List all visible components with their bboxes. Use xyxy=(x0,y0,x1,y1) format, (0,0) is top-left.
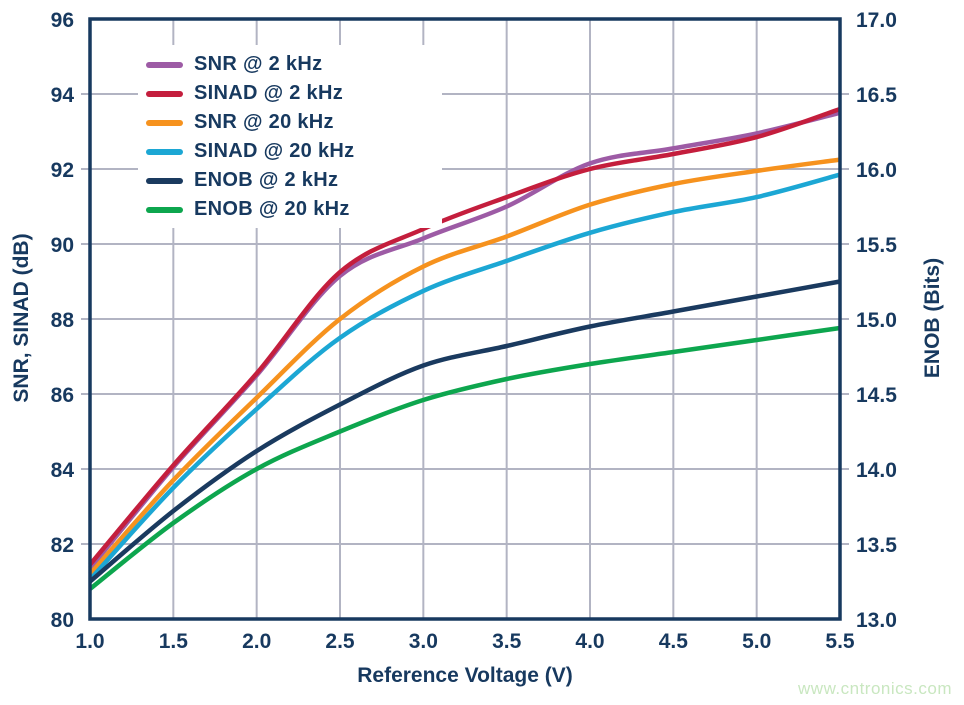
y-left-tick-label: 82 xyxy=(51,534,74,557)
x-tick-label: 2.0 xyxy=(242,630,271,653)
legend-label: SNR @ 20 kHz xyxy=(194,111,334,133)
x-axis-title: Reference Voltage (V) xyxy=(357,664,573,687)
legend-label: ENOB @ 2 kHz xyxy=(194,169,339,191)
y-axis-left-title: SNR, SINAD (dB) xyxy=(10,233,33,403)
y-right-tick-label: 17.0 xyxy=(856,9,897,32)
series-line-sinad-20-khz xyxy=(88,172,841,582)
y-left-tick-label: 94 xyxy=(51,84,75,107)
x-tick-label: 3.0 xyxy=(409,630,438,653)
legend-item-snr-20khz: SNR @ 20 kHz xyxy=(146,108,434,137)
plot-frame xyxy=(88,17,842,621)
y-left-tick-label: 90 xyxy=(51,234,74,257)
series-line-enob-2-khz xyxy=(88,279,841,584)
x-tick-label: 4.5 xyxy=(659,630,689,653)
y-left-tick-label: 84 xyxy=(51,459,75,482)
y-left-tick-label: 96 xyxy=(51,9,74,32)
legend-item-enob-2khz: ENOB @ 2 kHz xyxy=(146,166,434,195)
legend-item-enob-20khz: ENOB @ 20 kHz xyxy=(146,195,434,224)
y-left-tick-label: 88 xyxy=(51,309,75,332)
legend-item-sinad-2khz: SINAD @ 2 kHz xyxy=(146,79,434,108)
x-tick-label: 1.5 xyxy=(159,630,189,653)
legend-line-icon xyxy=(146,148,183,155)
y-right-tick-label: 14.5 xyxy=(856,384,897,407)
watermark: www.cntronics.com xyxy=(798,679,952,698)
x-tick-label: 4.0 xyxy=(575,630,604,653)
y-right-tick-label: 15.5 xyxy=(856,234,897,257)
legend-item-snr-2khz: SNR @ 2 kHz xyxy=(146,50,434,79)
x-tick-label: 2.5 xyxy=(325,630,355,653)
y-axis-right-title: ENOB (Bits) xyxy=(921,257,944,379)
legend-line-icon xyxy=(146,206,183,213)
legend-line-icon xyxy=(146,119,183,126)
series-line-snr-20-khz xyxy=(88,157,841,576)
legend-line-icon xyxy=(146,90,183,97)
y-right-tick-label: 15.0 xyxy=(856,309,897,332)
y-left-tick-label: 80 xyxy=(51,609,74,632)
x-tick-label: 5.0 xyxy=(742,630,771,653)
y-right-tick-label: 16.0 xyxy=(856,159,897,182)
legend-label: SINAD @ 2 kHz xyxy=(194,82,343,104)
y-right-tick-label: 14.0 xyxy=(856,459,897,482)
x-tick-label: 3.5 xyxy=(492,630,522,653)
x-tick-label: 1.0 xyxy=(75,630,104,653)
legend-line-icon xyxy=(146,177,183,184)
legend-label: SINAD @ 20 kHz xyxy=(194,140,355,162)
series-line-enob-20-khz xyxy=(88,325,841,591)
legend-line-icon xyxy=(146,61,183,68)
legend-label: ENOB @ 20 kHz xyxy=(194,198,350,220)
y-right-tick-label: 13.5 xyxy=(856,534,897,557)
legend: SNR @ 2 kHz SINAD @ 2 kHz SNR @ 20 kHz S… xyxy=(138,45,442,228)
x-tick-label: 5.5 xyxy=(825,630,855,653)
y-right-tick-label: 16.5 xyxy=(856,84,897,107)
y-left-tick-label: 92 xyxy=(51,159,74,182)
y-left-tick-label: 86 xyxy=(51,384,74,407)
y-right-tick-label: 13.0 xyxy=(856,609,897,632)
legend-label: SNR @ 2 kHz xyxy=(194,53,323,75)
legend-item-sinad-20khz: SINAD @ 20 kHz xyxy=(146,137,434,166)
